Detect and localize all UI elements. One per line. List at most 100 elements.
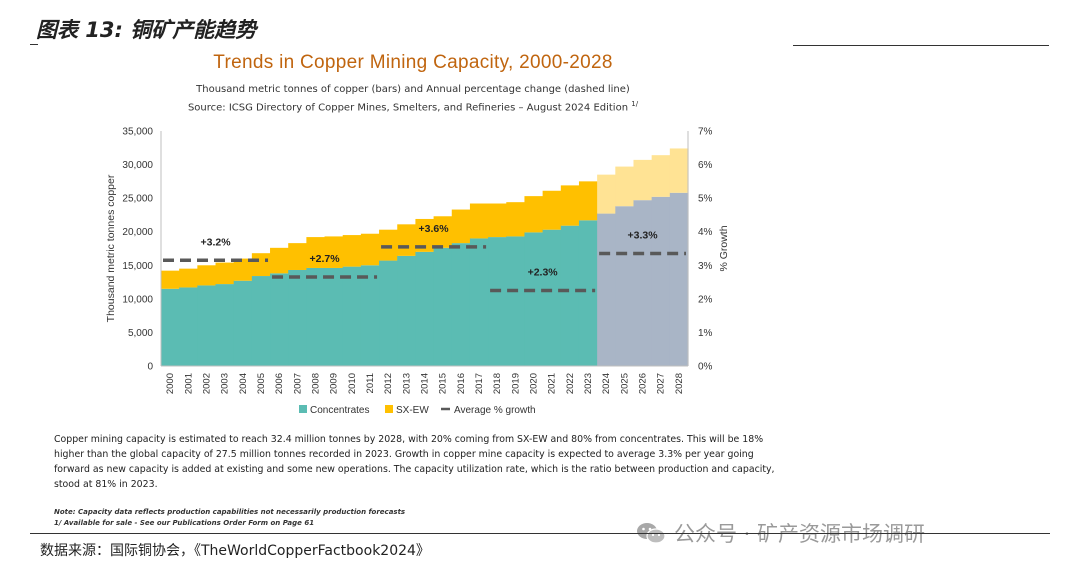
x-tick-label: 2017 [474,373,485,394]
bar-sxew-2004 [233,258,253,281]
x-tick-label: 2014 [420,373,431,394]
bar-concentrates-2010 [342,266,362,366]
watermark-text: 公众号 · 矿产资源市场调研 [674,522,926,546]
chart-title: Trends in Copper Mining Capacity, 2000-2… [213,52,613,73]
legend-sxew-swatch [385,405,393,413]
x-tick-label: 2026 [638,373,649,394]
bar-concentrates-2021 [542,229,562,366]
x-tick-label: 2020 [529,373,540,394]
bar-concentrates-2003 [215,284,235,366]
x-tick-label: 2003 [220,373,231,394]
bar-sxew-2017 [469,203,489,239]
legend-concentrates-label: Concentrates [310,405,369,416]
subtitle-line-1: Thousand metric tonnes of copper (bars) … [196,84,630,95]
subtitle-footnote-mark: 1/ [631,100,639,108]
x-tick-label: 2009 [329,373,340,394]
bar-sxew-2005 [251,253,271,277]
bar-sxew-2013 [397,224,417,256]
y2-tick-label: 4% [698,227,713,238]
legend-concentrates-swatch [299,405,307,413]
bar-sxew-2026 [633,159,653,201]
bar-sxew-2024 [597,174,616,214]
y-tick-label: 10,000 [122,294,153,305]
bar-sxew-2021 [542,190,562,230]
y2-tick-label: 6% [698,160,713,171]
x-tick-label: 2008 [310,373,321,394]
bar-concentrates-2017 [469,238,489,366]
x-tick-label: 2023 [583,373,594,394]
bar-concentrates-2012 [379,260,398,366]
x-tick-label: 2013 [401,373,412,394]
x-tick-label: 2012 [383,373,394,394]
y-tick-label: 0 [147,362,153,373]
x-tick-label: 2021 [547,373,558,394]
bar-concentrates-2007 [288,269,307,366]
y2-tick-label: 3% [698,261,713,272]
y2-axis-title: % Growth [718,225,730,271]
top-rule-right [793,45,1049,46]
bar-concentrates-2006 [270,273,289,366]
legend-sxew-label: SX-EW [396,405,429,416]
bar-sxew-2007 [288,243,307,270]
x-tick-label: 2001 [183,373,194,394]
bar-sxew-2028 [669,148,689,193]
x-tick-label: 2025 [619,373,630,394]
bar-sxew-2015 [433,216,453,248]
x-tick-label: 2022 [565,373,576,394]
bar-concentrates-2008 [306,267,326,366]
bar-sxew-2002 [197,265,217,286]
bar-sxew-2027 [651,155,671,197]
y-tick-label: 35,000 [122,127,153,138]
bar-sxew-2020 [524,196,544,233]
bar-sxew-2001 [179,268,198,288]
wechat-icon [637,523,666,544]
bar-concentrates-2027 [651,196,671,366]
x-tick-label: 2027 [656,373,667,394]
bar-concentrates-2014 [415,251,435,366]
y-tick-label: 15,000 [122,261,153,272]
bar-concentrates-2018 [488,237,507,366]
y-tick-label: 25,000 [122,194,153,205]
avg-growth-label-3: +3.6% [419,223,450,235]
bar-concentrates-2013 [397,255,417,366]
bar-concentrates-2022 [560,225,580,366]
chart-subtitle: Thousand metric tonnes of copper (bars) … [150,83,676,115]
bar-sxew-2010 [342,235,362,267]
y-tick-label: 30,000 [122,160,153,171]
avg-growth-label-2: +2.7% [310,253,341,265]
subtitle-source: Source: ICSG Directory of Copper Mines, … [187,102,629,114]
bar-concentrates-2024 [597,213,616,366]
x-tick-label: 2018 [492,373,503,394]
y-tick-label: 5,000 [128,328,153,339]
bar-sxew-2000 [161,270,180,289]
bar-sxew-2008 [306,237,326,268]
bar-concentrates-2001 [179,287,198,366]
bar-sxew-2023 [578,181,598,221]
x-tick-label: 2007 [292,373,303,394]
legend-average-growth-label: Average % growth [454,405,536,416]
chart-note: Note: Capacity data reflects production … [54,507,654,529]
y2-tick-label: 7% [698,127,713,138]
bar-sxew-2003 [215,262,235,285]
chart-description: Copper mining capacity is estimated to r… [54,434,775,490]
x-tick-label: 2004 [238,373,249,394]
bar-concentrates-2002 [197,285,217,366]
x-tick-label: 2011 [365,373,376,393]
avg-growth-label-4: +2.3% [528,266,559,278]
x-tick-label: 2028 [674,373,685,394]
bar-concentrates-2019 [506,236,526,366]
avg-growth-label-1: +3.2% [200,236,231,248]
bar-concentrates-2026 [633,200,653,366]
watermark: 公众号 · 矿产资源市场调研 [636,518,925,548]
source-text: 数据来源：国际铜协会，《TheWorldCopperFactbook2024》 [40,543,430,559]
bottom-rule [30,533,1050,534]
y-axis-title: Thousand metric tonnes copper [105,174,117,322]
x-tick-label: 2016 [456,373,467,394]
bar-sxew-2014 [415,218,435,252]
x-tick-label: 2000 [165,373,176,394]
bar-concentrates-2015 [433,247,453,366]
bar-sxew-2022 [560,185,580,226]
bar-sxew-2009 [324,236,344,268]
bar-sxew-2018 [488,203,507,238]
